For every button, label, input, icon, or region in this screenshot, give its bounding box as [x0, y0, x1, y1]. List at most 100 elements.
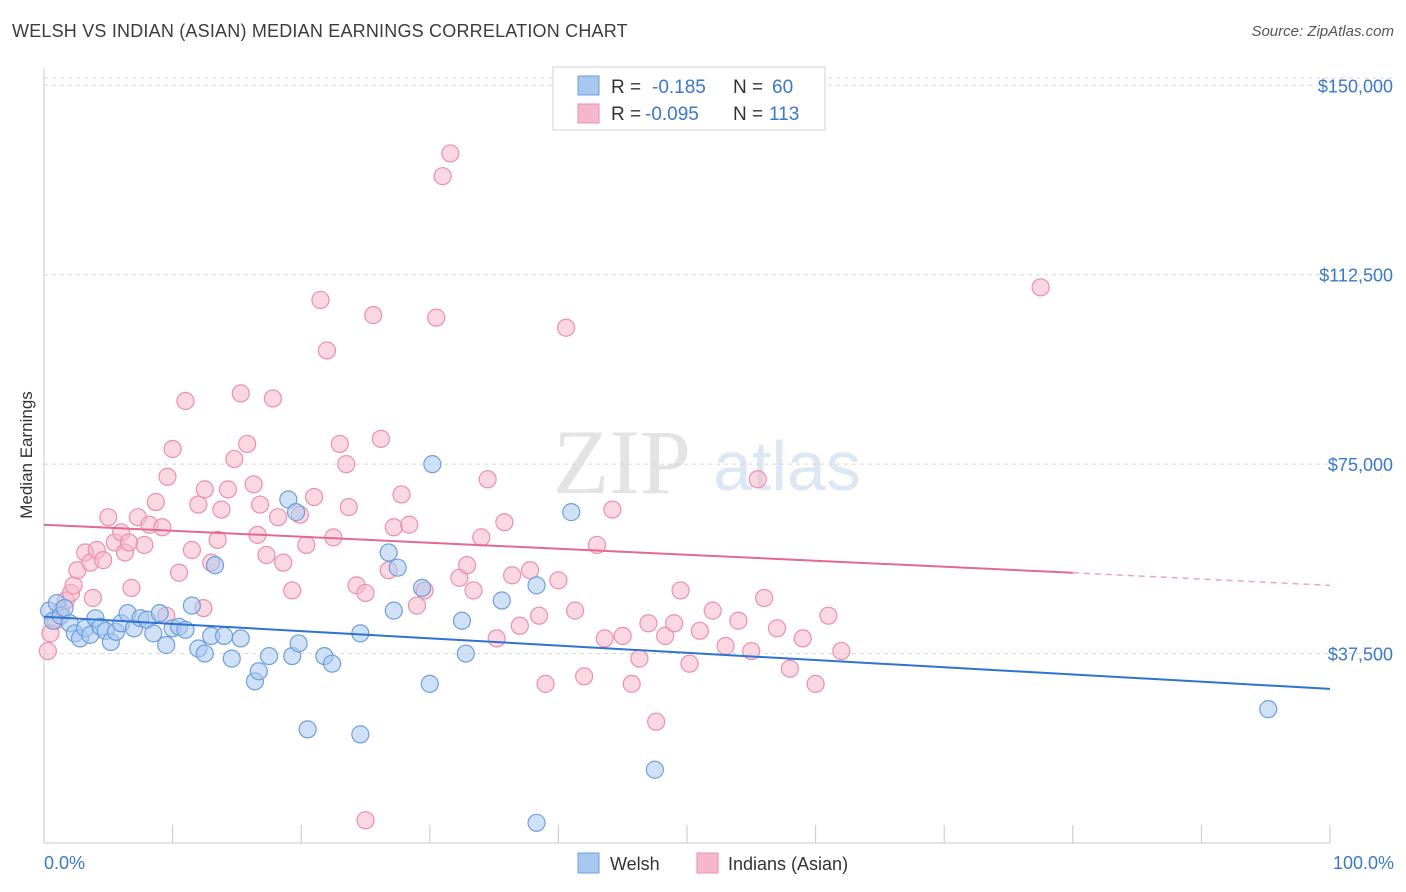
- indian-point: [1031, 278, 1050, 297]
- bottom-legend-swatch-indian: [696, 852, 719, 874]
- indian-point: [407, 596, 427, 615]
- welsh-point: [286, 503, 306, 522]
- indian-point: [244, 475, 263, 494]
- indian-point: [457, 556, 477, 575]
- indian-point: [478, 470, 497, 489]
- x-tick-label-max: 100.0%: [1333, 853, 1394, 873]
- legend-n-label-indian: N =: [733, 104, 763, 125]
- bottom-legend-label-welsh: Welsh: [610, 854, 660, 874]
- indian-point: [647, 712, 666, 731]
- bottom-legend-label-indian: Indians (Asian): [728, 854, 848, 874]
- indian-point: [195, 480, 214, 499]
- series-indian-points: [38, 144, 1050, 830]
- indian-point: [38, 641, 57, 661]
- indian-point: [464, 581, 483, 600]
- indian-point: [212, 500, 231, 519]
- indian-point: [767, 619, 787, 638]
- indian-point: [575, 667, 594, 686]
- y-tick-label: $75,000: [1328, 455, 1393, 475]
- welsh-point: [322, 654, 342, 673]
- indian-point: [64, 576, 83, 595]
- indian-point: [832, 641, 851, 661]
- x-tick-label-min: 0.0%: [44, 853, 85, 873]
- welsh-point: [150, 604, 169, 623]
- welsh-point: [423, 455, 442, 474]
- chart-title: WELSH VS INDIAN (ASIAN) MEDIAN EARNINGS …: [12, 21, 628, 41]
- indian-point: [755, 588, 774, 608]
- indian-point: [557, 318, 576, 337]
- indian-trendline-extension: [1072, 571, 1331, 587]
- welsh-trendline: [43, 615, 1331, 690]
- welsh-point: [144, 624, 163, 643]
- indian-point: [622, 674, 641, 693]
- indian-point: [257, 545, 276, 565]
- indian-point: [665, 614, 684, 633]
- indian-point: [330, 434, 349, 454]
- legend-n-label-welsh: N =: [733, 77, 763, 98]
- indian-point: [495, 513, 514, 532]
- indian-point: [729, 611, 748, 630]
- welsh-point: [55, 598, 74, 618]
- indian-point: [503, 566, 522, 585]
- welsh-point: [412, 578, 432, 597]
- indian-point: [656, 626, 675, 645]
- indian-point: [510, 616, 529, 635]
- legend-r-label-indian: R =: [611, 104, 641, 125]
- indian-point: [263, 389, 283, 408]
- indian-point: [549, 571, 568, 590]
- welsh-point: [222, 649, 241, 668]
- welsh-point: [379, 543, 398, 562]
- welsh-point: [289, 634, 308, 653]
- welsh-point: [645, 760, 664, 779]
- indian-point: [716, 636, 735, 656]
- indian-point: [819, 606, 838, 625]
- indian-point: [189, 495, 208, 514]
- indian-point: [427, 308, 446, 327]
- bottom-legend: Welsh Indians (Asian): [577, 852, 848, 874]
- indian-point: [250, 495, 270, 514]
- legend-r-value-welsh: -0.185: [652, 77, 706, 98]
- watermark-zip: ZIP: [553, 411, 691, 513]
- indian-point: [364, 306, 383, 325]
- welsh-point: [420, 674, 439, 693]
- indian-point: [94, 551, 113, 570]
- indian-point: [238, 434, 257, 454]
- indian-point: [587, 535, 607, 555]
- indian-point: [639, 614, 658, 633]
- y-tick-label: $150,000: [1318, 76, 1393, 96]
- indian-point: [630, 649, 649, 668]
- indian-point: [371, 429, 391, 448]
- indian-point: [83, 588, 102, 608]
- bottom-legend-swatch-welsh: [577, 852, 600, 874]
- indian-point: [297, 535, 316, 555]
- indian-point: [225, 449, 244, 469]
- indian-point: [748, 470, 767, 489]
- indian-point: [521, 561, 540, 580]
- indian-point: [613, 626, 632, 645]
- stats-legend: R = -0.185 N = 60 R = -0.095 N = 113: [552, 66, 826, 131]
- indian-point: [163, 439, 182, 459]
- welsh-point: [214, 626, 234, 645]
- legend-swatch-welsh: [577, 75, 600, 96]
- welsh-point: [562, 503, 581, 522]
- y-tick-labels: $37,500 $75,000 $112,500 $150,000: [1318, 76, 1393, 664]
- indian-point: [680, 654, 699, 673]
- welsh-point: [492, 591, 511, 610]
- indian-point: [218, 480, 237, 499]
- indian-point: [274, 553, 293, 572]
- indian-point: [595, 629, 614, 648]
- welsh-point: [527, 576, 546, 595]
- indian-point: [122, 578, 141, 597]
- indian-point: [208, 530, 227, 550]
- indian-point: [356, 583, 375, 603]
- indian-point: [487, 629, 506, 648]
- welsh-point: [182, 596, 201, 615]
- legend-swatch-indian: [577, 103, 600, 124]
- indian-point: [384, 518, 403, 537]
- watermark-atlas: atlas: [713, 427, 861, 505]
- indian-point: [530, 606, 549, 625]
- indian-point: [119, 533, 138, 552]
- indian-point: [99, 508, 118, 527]
- indian-point: [231, 384, 250, 403]
